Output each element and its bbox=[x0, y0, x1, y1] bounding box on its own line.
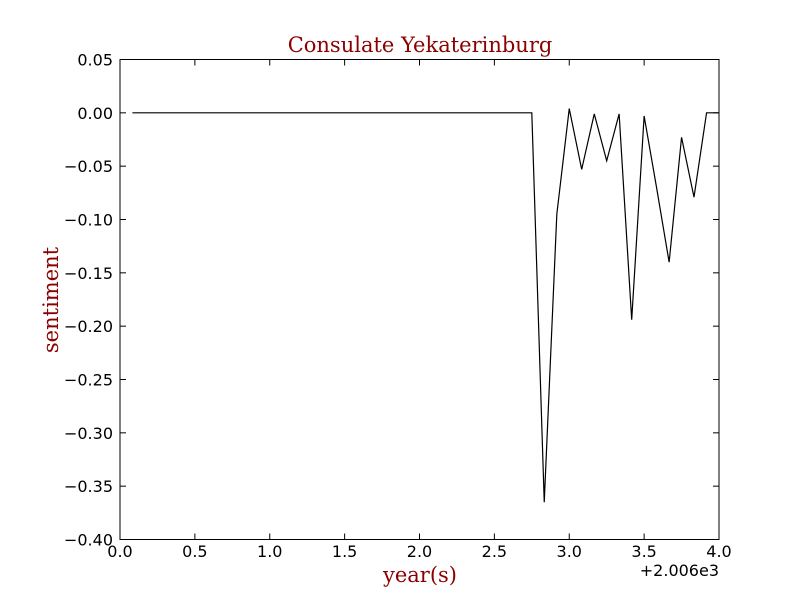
chart-title: Consulate Yekaterinburg bbox=[288, 33, 553, 57]
x-tick-label: 0.0 bbox=[107, 542, 132, 561]
y-tick-label: −0.20 bbox=[64, 317, 113, 336]
y-axis-label: sentiment bbox=[39, 246, 63, 353]
x-tick-label: 2.5 bbox=[482, 542, 507, 561]
series-line-0 bbox=[132, 108, 719, 503]
y-tick-label: −0.05 bbox=[64, 157, 113, 176]
x-offset-label: +2.006e3 bbox=[640, 561, 719, 580]
x-tick-label: 0.5 bbox=[182, 542, 207, 561]
y-tick-label: −0.30 bbox=[64, 424, 113, 443]
y-tick-label: −0.15 bbox=[64, 264, 113, 283]
x-tick-label: 1.0 bbox=[257, 542, 282, 561]
y-tick-label: −0.35 bbox=[64, 477, 113, 496]
y-tick-label: −0.40 bbox=[64, 531, 113, 550]
x-axis-label: year(s) bbox=[382, 563, 457, 587]
x-tick-label: 2.0 bbox=[407, 542, 432, 561]
x-tick-label: 4.0 bbox=[706, 542, 731, 561]
x-tick-label: 3.5 bbox=[631, 542, 656, 561]
y-tick-label: −0.10 bbox=[64, 211, 113, 230]
x-tick-label: 3.0 bbox=[557, 542, 582, 561]
y-tick-label: 0.05 bbox=[77, 51, 113, 70]
x-tick-label: 1.5 bbox=[332, 542, 357, 561]
y-tick-label: 0.00 bbox=[77, 104, 113, 123]
y-tick-label: −0.25 bbox=[64, 371, 113, 390]
plot-frame bbox=[119, 59, 720, 540]
